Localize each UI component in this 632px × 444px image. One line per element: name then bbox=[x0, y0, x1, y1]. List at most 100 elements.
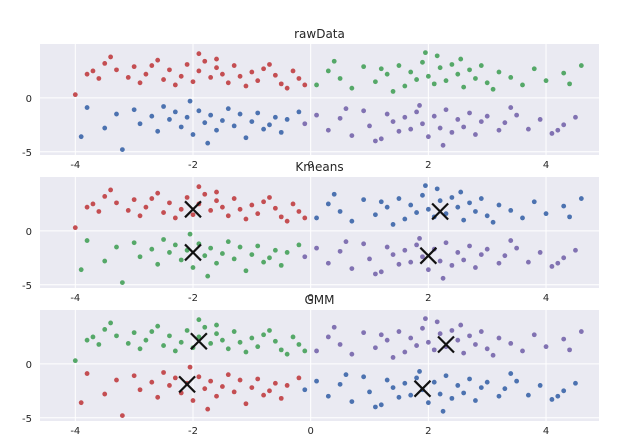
data-point bbox=[167, 333, 172, 339]
data-point bbox=[137, 387, 143, 393]
data-point bbox=[384, 204, 390, 210]
data-point bbox=[396, 63, 402, 68]
data-point bbox=[187, 98, 193, 104]
data-point bbox=[84, 371, 90, 376]
data-point bbox=[478, 196, 484, 201]
data-point bbox=[243, 216, 249, 222]
data-point bbox=[525, 126, 531, 132]
data-point bbox=[220, 204, 225, 210]
data-point bbox=[473, 398, 478, 403]
data-point bbox=[243, 83, 249, 89]
data-point bbox=[284, 250, 290, 255]
data-point bbox=[172, 348, 178, 354]
data-point bbox=[296, 242, 302, 248]
data-point bbox=[408, 335, 414, 341]
data-point bbox=[278, 81, 284, 87]
data-point bbox=[149, 329, 155, 334]
data-point bbox=[296, 375, 302, 381]
data-point bbox=[549, 131, 555, 136]
data-point bbox=[414, 109, 419, 115]
data-point bbox=[414, 375, 419, 381]
data-point bbox=[396, 128, 402, 134]
data-point bbox=[425, 267, 431, 273]
data-point bbox=[214, 65, 219, 71]
data-point bbox=[390, 385, 396, 390]
data-point bbox=[261, 332, 266, 338]
data-point bbox=[237, 73, 243, 79]
data-point bbox=[425, 73, 431, 79]
data-point bbox=[131, 64, 137, 70]
data-point bbox=[155, 128, 161, 134]
data-point bbox=[325, 393, 331, 399]
data-point bbox=[249, 252, 255, 257]
data-point bbox=[278, 214, 284, 220]
data-point bbox=[114, 244, 119, 250]
data-point bbox=[220, 118, 225, 123]
title-kmeans: Kmeans bbox=[295, 160, 343, 174]
data-point bbox=[437, 391, 443, 397]
x-tick-label: -4 bbox=[70, 426, 80, 437]
data-point bbox=[402, 380, 408, 386]
data-point bbox=[496, 393, 502, 399]
data-point bbox=[484, 246, 490, 252]
data-point bbox=[425, 206, 431, 212]
data-point bbox=[467, 243, 472, 249]
data-point bbox=[184, 328, 190, 333]
data-point bbox=[243, 401, 249, 407]
data-point bbox=[237, 244, 243, 250]
data-point bbox=[255, 344, 261, 350]
data-point bbox=[202, 58, 208, 64]
data-point bbox=[161, 210, 166, 215]
data-point bbox=[125, 341, 131, 346]
data-point bbox=[531, 332, 537, 338]
data-point bbox=[78, 134, 84, 140]
data-point bbox=[249, 385, 255, 390]
data-point bbox=[408, 69, 414, 75]
cluster-center-marker bbox=[184, 200, 202, 219]
data-point bbox=[131, 197, 137, 203]
plot-area-rawdata bbox=[40, 44, 599, 155]
data-point bbox=[161, 77, 166, 82]
data-point bbox=[508, 208, 514, 213]
data-point bbox=[172, 82, 178, 88]
data-point bbox=[220, 251, 225, 256]
data-point bbox=[514, 245, 520, 251]
data-point bbox=[296, 76, 302, 81]
data-point bbox=[384, 71, 390, 77]
data-point bbox=[255, 211, 261, 217]
data-point bbox=[349, 266, 355, 272]
data-point bbox=[449, 262, 455, 268]
data-point bbox=[225, 80, 231, 86]
data-point bbox=[225, 239, 231, 245]
data-point bbox=[458, 322, 464, 328]
data-point bbox=[261, 126, 266, 132]
data-point bbox=[225, 106, 231, 112]
data-point bbox=[267, 62, 272, 67]
data-point bbox=[549, 397, 555, 402]
data-point bbox=[272, 205, 278, 211]
data-point bbox=[261, 392, 266, 398]
data-point bbox=[484, 346, 490, 352]
data-point bbox=[137, 213, 143, 219]
data-point bbox=[172, 375, 178, 381]
data-point bbox=[420, 254, 425, 260]
data-point bbox=[178, 206, 184, 212]
data-point bbox=[478, 119, 484, 124]
data-point bbox=[131, 373, 137, 379]
data-point bbox=[449, 395, 455, 401]
data-point bbox=[314, 245, 319, 251]
data-point bbox=[314, 378, 319, 384]
data-point bbox=[137, 121, 143, 127]
data-point bbox=[114, 111, 119, 117]
x-tick-label: 2 bbox=[425, 160, 431, 171]
data-point bbox=[467, 200, 472, 206]
data-point bbox=[231, 256, 237, 262]
data-point bbox=[331, 191, 337, 197]
cluster-center-marker bbox=[413, 379, 432, 398]
data-point bbox=[425, 134, 431, 140]
data-point bbox=[243, 135, 249, 141]
data-point bbox=[537, 250, 543, 255]
data-point bbox=[396, 394, 402, 400]
data-point bbox=[473, 209, 478, 214]
data-point bbox=[458, 56, 464, 62]
